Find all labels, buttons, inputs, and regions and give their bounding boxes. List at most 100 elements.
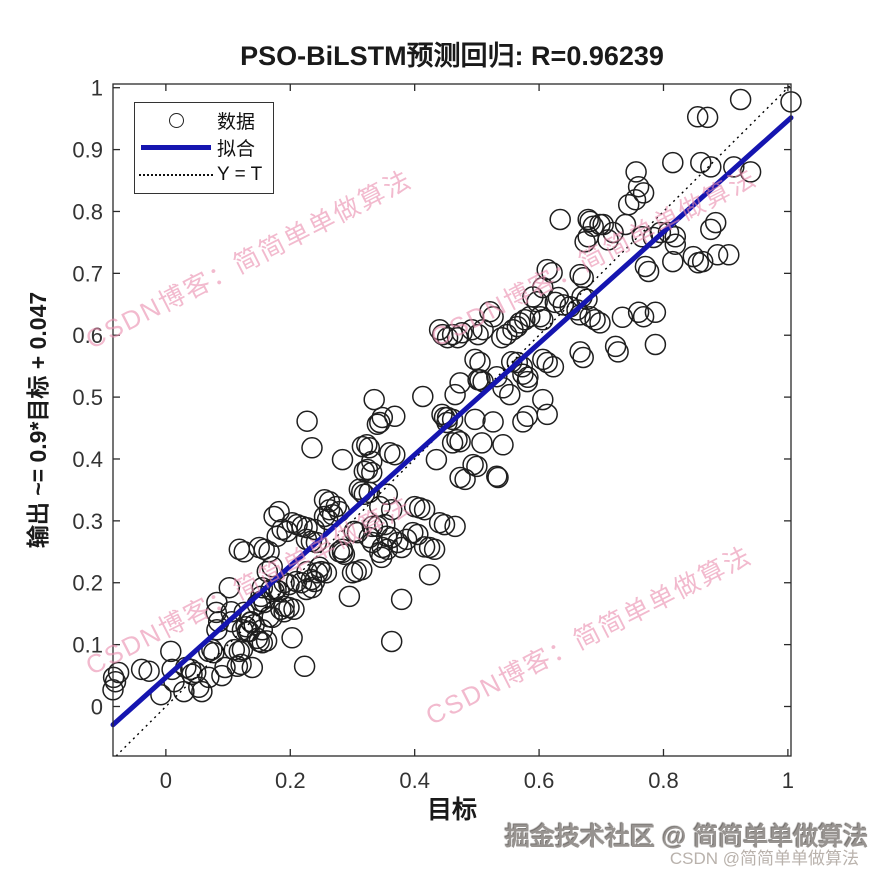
- data-point: [686, 106, 709, 128]
- data-point: [464, 408, 486, 431]
- data-point: [290, 571, 313, 594]
- data-point: [361, 515, 384, 538]
- data-point: [371, 406, 394, 429]
- x-tick-label: 1: [782, 768, 794, 793]
- data-point: [467, 323, 489, 346]
- data-point: [446, 429, 468, 451]
- csdn-credit-watermark: CSDN @简简单单做算法: [669, 849, 859, 868]
- data-point: [514, 309, 536, 331]
- data-point: [466, 455, 488, 478]
- data-point: [353, 460, 376, 483]
- data-point: [729, 88, 752, 111]
- data-point: [512, 411, 534, 433]
- data-point: [226, 655, 249, 678]
- data-point: [486, 365, 508, 388]
- y-tick-label: 0: [91, 694, 103, 719]
- data-point: [499, 383, 521, 406]
- data-point: [479, 300, 501, 323]
- y-tick-label: 0.2: [72, 571, 103, 596]
- data-point: [517, 366, 539, 389]
- data-point: [283, 598, 305, 621]
- data-point: [261, 555, 283, 578]
- data-point: [356, 458, 379, 481]
- data-point: [412, 385, 434, 408]
- data-point: [472, 318, 494, 341]
- data-point: [634, 255, 657, 278]
- data-point: [273, 601, 295, 623]
- data-point: [541, 261, 563, 284]
- data-point: [579, 210, 601, 233]
- data-point: [532, 309, 554, 331]
- data-point: [449, 372, 471, 394]
- data-point: [205, 601, 228, 624]
- data-point: [576, 288, 598, 311]
- data-point: [333, 543, 356, 566]
- data-point: [203, 641, 225, 664]
- data-point: [281, 627, 303, 649]
- data-point: [218, 576, 241, 599]
- x-tick-label: 0.6: [524, 768, 555, 793]
- data-point: [469, 351, 491, 374]
- data-point: [433, 513, 456, 536]
- data-point: [370, 546, 393, 569]
- data-point: [464, 348, 486, 371]
- x-axis-label: 目标: [426, 796, 477, 824]
- data-point: [444, 383, 466, 406]
- data-point: [454, 468, 476, 491]
- data-point: [425, 448, 448, 471]
- data-point: [574, 231, 596, 253]
- legend-item-fit: 拟合: [135, 135, 273, 161]
- y-tick-label: 0.4: [72, 447, 103, 472]
- y-tick-label: 1: [91, 76, 103, 101]
- data-point: [529, 305, 552, 328]
- data-point: [318, 498, 341, 521]
- data-point: [611, 306, 634, 329]
- data-point: [138, 660, 160, 682]
- data-point: [313, 505, 336, 528]
- data-point: [441, 432, 464, 454]
- data-point: [104, 670, 127, 693]
- data-point: [624, 188, 647, 211]
- data-point: [361, 461, 383, 484]
- axes-box: [112, 83, 792, 757]
- data-point: [301, 437, 323, 459]
- data-point: [261, 606, 283, 629]
- data-point: [644, 333, 667, 356]
- data-point: [387, 531, 409, 554]
- data-point: [173, 680, 195, 703]
- x-tick-label: 0.8: [648, 768, 679, 793]
- data-point: [436, 411, 458, 434]
- data-point: [532, 388, 554, 411]
- data-point: [664, 233, 687, 256]
- data-point: [201, 638, 223, 661]
- data-point: [492, 434, 514, 456]
- data-point: [682, 245, 705, 268]
- data-point: [637, 260, 660, 283]
- data-point: [632, 182, 655, 204]
- data-point: [248, 630, 270, 653]
- data-point: [486, 465, 508, 488]
- legend-label-identity: Y = T: [217, 164, 263, 186]
- data-point: [739, 161, 762, 183]
- data-point: [358, 437, 381, 459]
- data-point: [627, 175, 650, 198]
- x-tick-label: 0: [160, 768, 172, 793]
- data-point: [228, 640, 251, 663]
- data-point: [444, 515, 466, 538]
- data-point: [482, 305, 504, 328]
- data-point: [338, 585, 361, 608]
- data-point: [589, 312, 611, 334]
- data-point: [536, 258, 558, 281]
- data-point: [706, 244, 729, 266]
- data-point: [413, 498, 436, 521]
- data-point: [544, 291, 567, 314]
- y-tick-label: 0.3: [72, 509, 103, 534]
- data-point: [602, 221, 624, 244]
- fit-line-icon: [135, 145, 217, 151]
- data-point: [572, 346, 594, 369]
- data-point: [107, 661, 130, 684]
- data-point: [198, 666, 220, 689]
- data-point: [549, 208, 571, 231]
- circle-marker-icon: [135, 113, 217, 129]
